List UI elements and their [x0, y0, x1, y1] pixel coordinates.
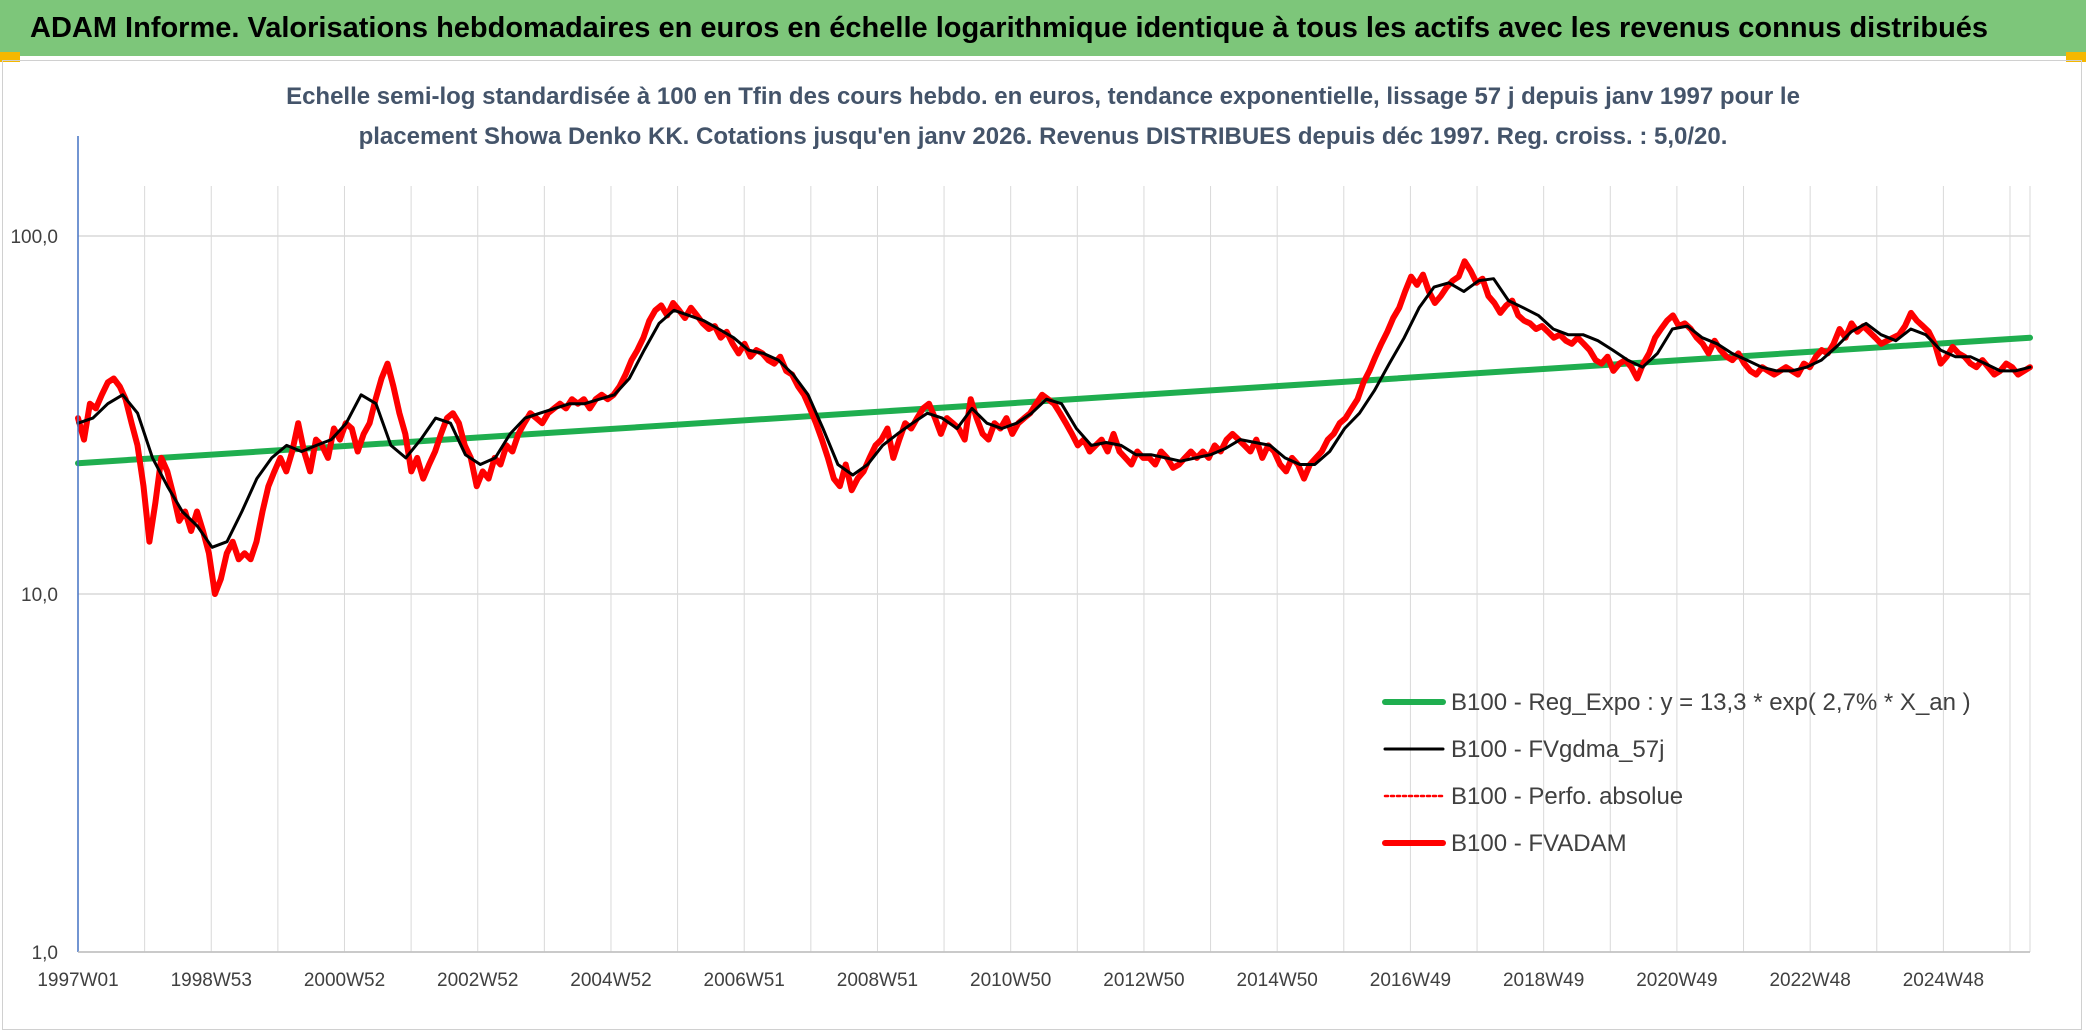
x-tick-label: 2012W50 — [1103, 970, 1184, 991]
x-tick-label: 2004W52 — [570, 970, 651, 991]
x-tick-label: 2024W48 — [1903, 970, 1984, 991]
corner-marker-left — [0, 52, 20, 62]
x-tick-label: 1997W01 — [37, 970, 118, 991]
y-tick-label: 10,0 — [21, 585, 58, 606]
chart-frame — [2, 60, 2082, 1030]
legend: B100 - Reg_Expo : y = 13,3 * exp( 2,7% *… — [1382, 689, 1971, 857]
chart-canvas: Echelle semi-log standardisée à 100 en T… — [10, 83, 2033, 991]
series-layer — [75, 258, 2033, 597]
series-line-1 — [76, 277, 2032, 549]
x-tick-label: 2014W50 — [1237, 970, 1318, 991]
x-tick-label: 2016W49 — [1370, 970, 1451, 991]
corner-marker-right — [2066, 52, 2086, 62]
legend-label: B100 - FVADAM — [1451, 830, 1627, 857]
x-tick-label: 2022W48 — [1769, 970, 1850, 991]
grid-layer — [77, 186, 2031, 953]
x-tick-label: 2020W49 — [1636, 970, 1717, 991]
axis-layer: 1997W01 1998W53 2000W52 2002W52 2004W52 2006W… — [10, 136, 2030, 991]
x-tick-label: 2008W51 — [837, 970, 918, 991]
x-tick-label: 2018W49 — [1503, 970, 1584, 991]
x-tick-label: 2000W52 — [304, 970, 385, 991]
chart-subtitle-line-1: Echelle semi-log standardisée à 100 en T… — [286, 83, 1800, 110]
x-tick-label: 2002W52 — [437, 970, 518, 991]
y-tick-label: 1,0 — [32, 943, 58, 964]
chart-subtitle-line-2: placement Showa Denko KK. Cotations jusq… — [359, 123, 1728, 150]
legend-label: B100 - Perfo. absolue — [1451, 783, 1683, 810]
report-title-banner: ADAM Informe. Valorisations hebdomadaire… — [0, 0, 2086, 56]
y-tick-label: 100,0 — [10, 227, 58, 248]
x-tick-label: 2010W50 — [970, 970, 1051, 991]
series-line-3 — [75, 258, 2033, 597]
legend-label: B100 - FVgdma_57j — [1451, 736, 1664, 763]
legend-label: B100 - Reg_Expo : y = 13,3 * exp( 2,7% *… — [1451, 689, 1971, 716]
x-tick-label: 2006W51 — [704, 970, 785, 991]
x-tick-label: 1998W53 — [171, 970, 252, 991]
